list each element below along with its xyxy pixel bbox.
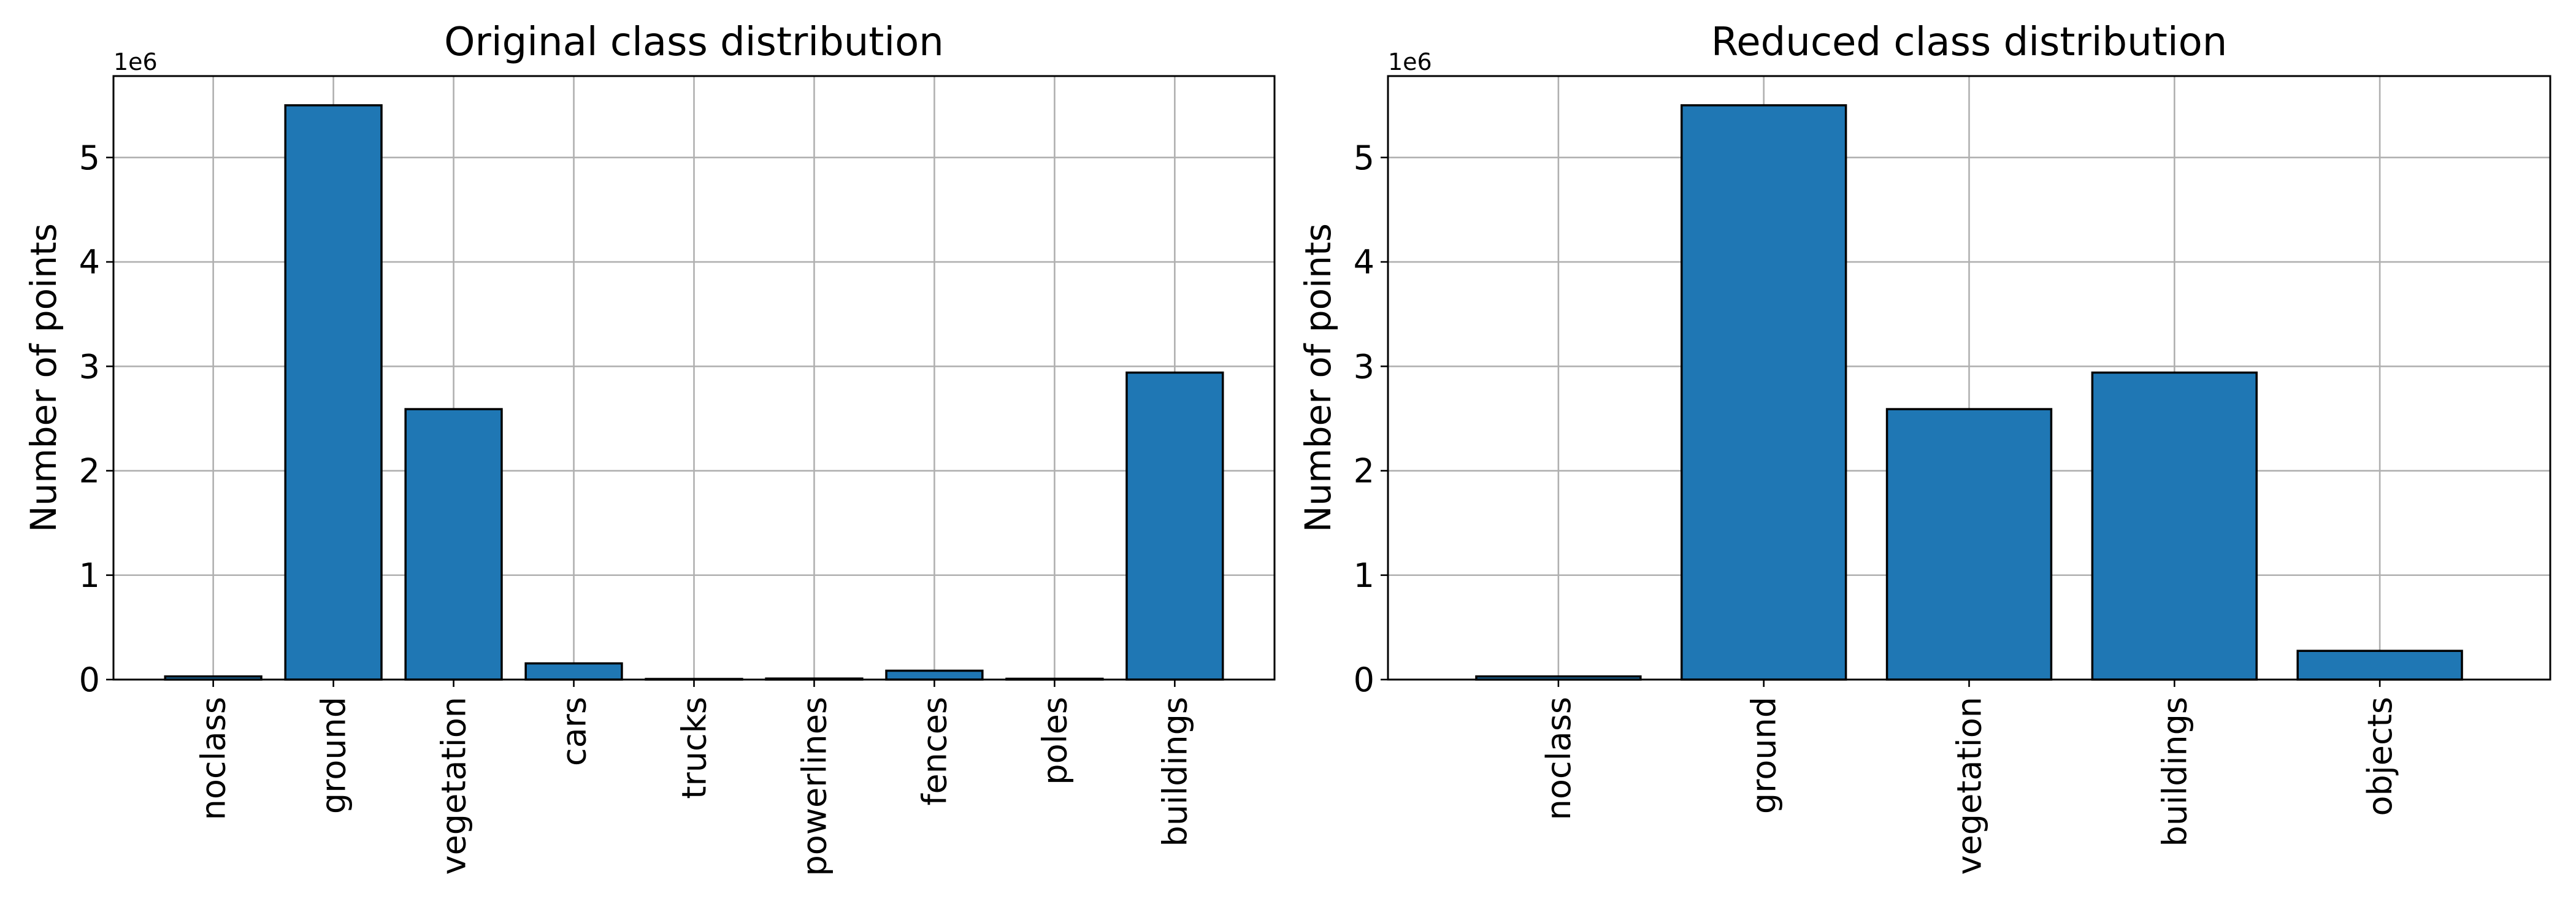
chart1-xtick-label-buildings: buildings (2155, 697, 2194, 846)
chart1-ytick-label-3: 3 (1354, 347, 1374, 386)
chart0-xtick-label-vegetation: vegetation (435, 697, 473, 875)
chart1-ytick-label-0: 0 (1354, 661, 1374, 699)
chart0-bar-cars (524, 662, 623, 681)
chart0-xtick-label-fences: fences (915, 697, 954, 806)
chart0-xtick-label-buildings: buildings (1156, 697, 1194, 846)
chart1-xtick-label-ground: ground (1745, 697, 1784, 814)
chart0-ytick-label-1: 1 (79, 556, 100, 595)
chart0-bar-buildings (1125, 371, 1224, 681)
chart0-xtick-label-powerlines: powerlines (795, 697, 834, 876)
chart0-ytick-label-5: 5 (79, 139, 100, 177)
chart1-xtick-label-objects: objects (2361, 697, 2399, 816)
chart0-ytick-label-2: 2 (79, 452, 100, 491)
chart0-xtick-label-trucks: trucks (675, 697, 714, 799)
chart1-ylabel: Number of points (1297, 223, 1339, 532)
chart0-xtick-label-poles: poles (1035, 697, 1074, 785)
chart0-bar-ground (284, 104, 383, 681)
chart-original-class-distribution: 0 1 2 3 4 5 noclass ground vegetation cars trucks p… (23, 20, 1276, 876)
chart0-xtick-label-ground: ground (315, 697, 353, 814)
chart1-bar-buildings (2091, 371, 2258, 681)
chart1-ytick-label-5: 5 (1354, 139, 1374, 177)
chart1-bar-objects (2296, 650, 2463, 681)
chart0-ytick-label-3: 3 (79, 347, 100, 386)
chart0-bar-vegetation (404, 408, 503, 681)
chart1-ytick-label-1: 1 (1354, 556, 1374, 595)
chart1-y-multiplier: 1e6 (1388, 48, 1432, 75)
chart0-bar-fences (885, 669, 984, 681)
chart0-y-multiplier: 1e6 (113, 48, 158, 75)
chart0-ylabel: Number of points (23, 223, 64, 532)
chart1-xtick-label-noclass: noclass (1539, 697, 1578, 820)
chart1-ytick-label-2: 2 (1354, 452, 1374, 491)
chart0-xtick-label-cars: cars (555, 697, 594, 766)
chart0-ytick-label-0: 0 (79, 661, 100, 699)
chart0-ytick-label-4: 4 (79, 243, 100, 282)
chart0-axes-frame (112, 75, 1276, 681)
chart1-xtick-label-vegetation: vegetation (1950, 697, 1989, 875)
chart0-xtick-label-noclass: noclass (194, 697, 233, 820)
chart1-bar-ground (1681, 104, 1847, 681)
chart1-bar-vegetation (1885, 408, 2053, 681)
chart0-title: Original class distribution (444, 20, 944, 65)
chart1-ytick-label-4: 4 (1354, 243, 1374, 282)
chart1-title: Reduced class distribution (1711, 20, 2228, 65)
chart1-axes-frame (1387, 75, 2551, 681)
chart-reduced-class-distribution: 0 1 2 3 4 5 noclass ground vegetation buildings ob… (1297, 20, 2551, 875)
